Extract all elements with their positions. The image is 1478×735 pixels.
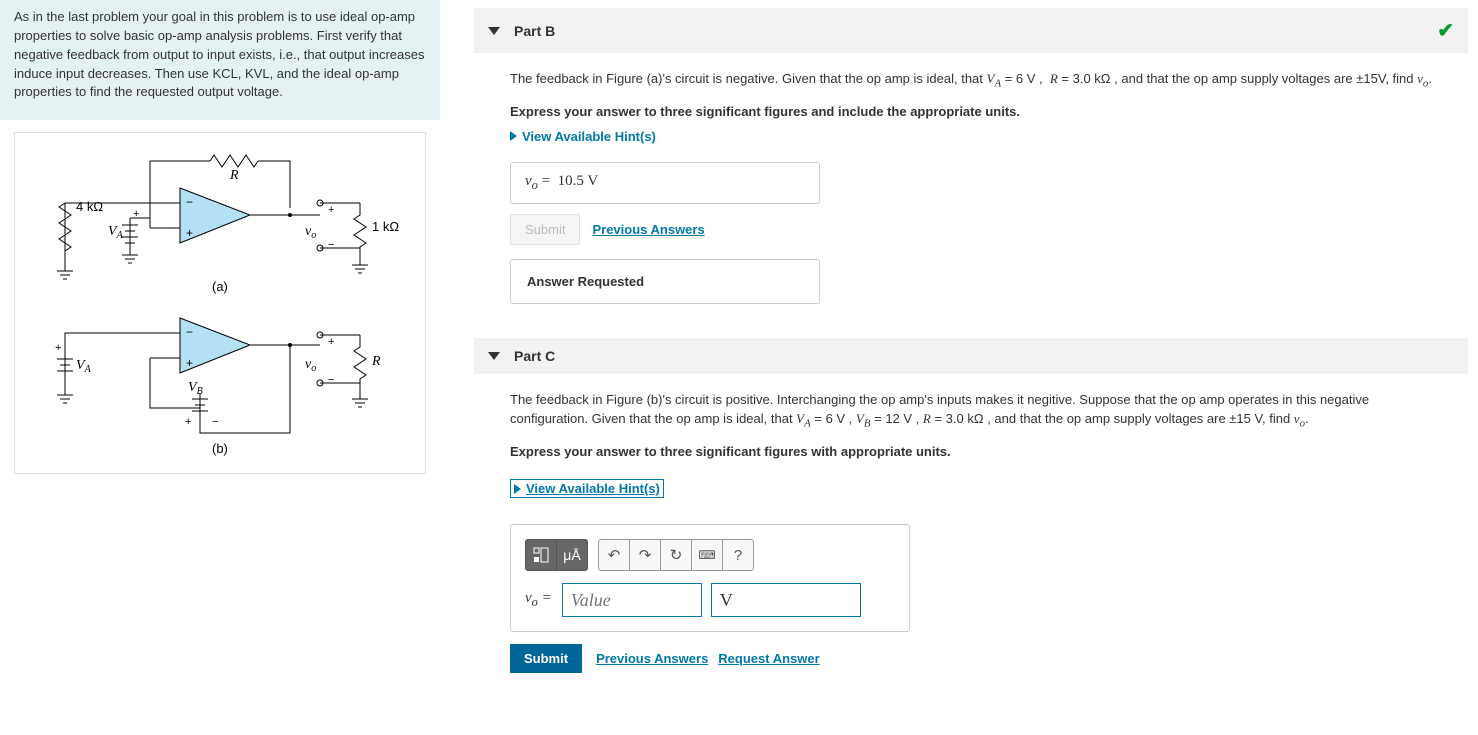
part-c-body: The feedback in Figure (b)'s circuit is … — [474, 390, 1468, 683]
part-b-instruct: Express your answer to three significant… — [510, 104, 1448, 119]
r4k-label: 4 kΩ — [76, 199, 103, 214]
part-c-instruct: Express your answer to three significant… — [510, 444, 1448, 459]
keyboard-icon[interactable]: ⌨ — [691, 539, 723, 571]
unit-input[interactable] — [711, 583, 861, 617]
template-icon[interactable] — [525, 539, 557, 571]
r-right-label: R — [371, 354, 381, 369]
svg-text:−: − — [212, 416, 218, 428]
answer-requested-box: Answer Requested — [510, 259, 820, 304]
svg-text:+: + — [55, 342, 61, 354]
va-label-b: VA — [76, 358, 92, 375]
part-b-problem: The feedback in Figure (a)'s circuit is … — [510, 69, 1448, 92]
caret-right-icon — [510, 131, 517, 141]
part-c-title: Part C — [514, 348, 555, 364]
caret-down-icon — [488, 352, 500, 360]
units-icon[interactable]: μÅ — [556, 539, 588, 571]
circuit-svg: R 4 kΩ VA + − + — [30, 143, 410, 463]
part-b-answer-box: vo = 10.5 V — [510, 162, 820, 204]
svg-text:+: + — [186, 356, 193, 370]
part-b-body: The feedback in Figure (a)'s circuit is … — [474, 69, 1468, 314]
left-panel: As in the last problem your goal in this… — [0, 0, 440, 683]
circuit-figure: R 4 kΩ VA + − + — [14, 132, 426, 474]
part-c-input-area: μÅ ↶ ↷ ↻ ⌨ ? vo = — [510, 524, 910, 632]
part-c-hints[interactable]: View Available Hint(s) — [510, 479, 664, 498]
intro-text: As in the last problem your goal in this… — [0, 0, 440, 120]
checkmark-icon: ✔ — [1437, 18, 1454, 43]
svg-text:−: − — [328, 239, 334, 251]
right-panel: Part B ✔ The feedback in Figure (a)'s ci… — [440, 0, 1478, 683]
caret-right-icon — [514, 484, 521, 494]
svg-text:−: − — [328, 374, 334, 386]
part-c-prev-answers-link[interactable]: Previous Answers — [596, 651, 708, 666]
svg-text:−: − — [186, 195, 193, 209]
sub-a-label: (a) — [212, 279, 228, 294]
svg-text:+: + — [186, 226, 193, 240]
part-b-title: Part B — [514, 23, 555, 39]
svg-text:+: + — [328, 336, 334, 348]
sub-b-label: (b) — [212, 441, 228, 456]
input-toolbar: μÅ ↶ ↷ ↻ ⌨ ? — [525, 539, 895, 571]
part-b-submit-button: Submit — [510, 214, 580, 245]
reset-icon[interactable]: ↻ — [660, 539, 692, 571]
part-c-request-answer-link[interactable]: Request Answer — [718, 651, 819, 666]
help-icon[interactable]: ? — [722, 539, 754, 571]
vo-label-b: vo — [305, 357, 316, 374]
redo-icon[interactable]: ↷ — [629, 539, 661, 571]
part-b-header[interactable]: Part B ✔ — [474, 8, 1468, 53]
svg-text:+: + — [328, 204, 334, 216]
value-input[interactable] — [562, 583, 702, 617]
r1k-label: 1 kΩ — [372, 219, 399, 234]
undo-icon[interactable]: ↶ — [598, 539, 630, 571]
svg-text:−: − — [186, 325, 193, 339]
r-top-label: R — [229, 168, 239, 183]
vo-equals-label: vo = — [525, 590, 552, 610]
part-c-problem: The feedback in Figure (b)'s circuit is … — [510, 390, 1448, 432]
svg-text:+: + — [185, 416, 191, 428]
part-c-header[interactable]: Part C — [474, 338, 1468, 374]
vo-label-a: vo — [305, 224, 316, 241]
caret-down-icon — [488, 27, 500, 35]
part-b-prev-answers-link[interactable]: Previous Answers — [592, 222, 704, 237]
part-c-submit-button[interactable]: Submit — [510, 644, 582, 673]
va-label-a: VA — [108, 224, 124, 241]
part-b-hints[interactable]: View Available Hint(s) — [510, 129, 1448, 144]
